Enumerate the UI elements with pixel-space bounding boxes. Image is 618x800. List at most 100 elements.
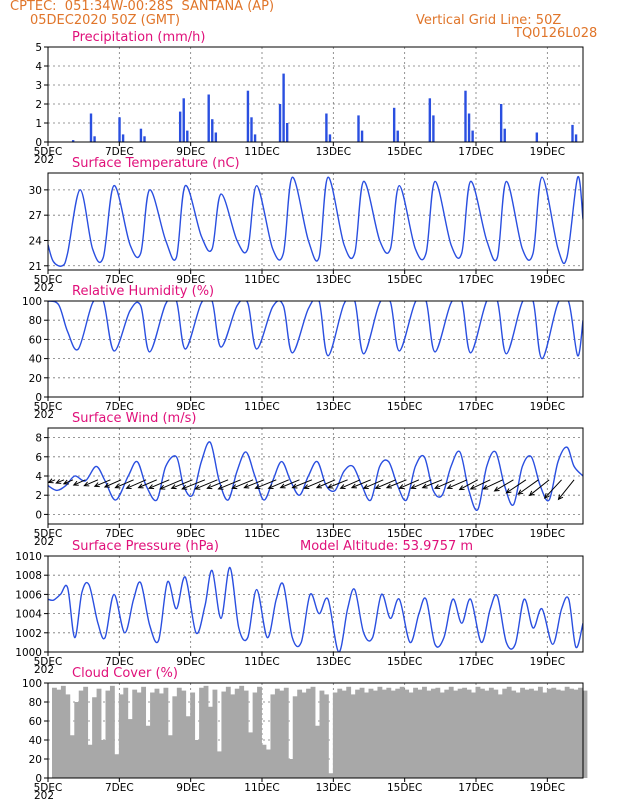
cloud-bar bbox=[109, 685, 115, 778]
cloud-bar bbox=[83, 686, 89, 778]
cloud-bar bbox=[417, 689, 423, 778]
cloud-bar bbox=[497, 694, 503, 778]
precip-ytick-label: 3 bbox=[35, 80, 42, 92]
wind-vector-shaft bbox=[218, 479, 241, 490]
precip-xtick-label: 11DEC bbox=[244, 146, 279, 158]
pressure-panel: 1000 1002 1004 1006 1008 1010 5DEC 7DEC 9DEC 11DE… bbox=[15, 539, 584, 676]
wind-vector-shaft bbox=[544, 479, 562, 499]
precip-bar bbox=[186, 130, 189, 142]
cloud-bar bbox=[444, 689, 450, 778]
wind-vector-head bbox=[458, 485, 465, 491]
cloud-bar bbox=[203, 685, 209, 778]
header-grid-line: Vertical Grid Line: 50Z bbox=[416, 13, 562, 28]
cloud-ytick-label: 20 bbox=[29, 754, 42, 766]
wind-vector-head bbox=[72, 480, 79, 486]
wind-vector-shaft bbox=[207, 479, 229, 489]
rh-xtick-label: 17DEC bbox=[458, 401, 493, 413]
wind-vector-head bbox=[148, 484, 155, 490]
cloud-xtick-label: 19DEC bbox=[530, 782, 565, 794]
cloud-bar bbox=[105, 690, 111, 778]
wind-vector-head bbox=[421, 483, 428, 489]
cloud-bar bbox=[315, 725, 320, 778]
cloud-bar bbox=[341, 690, 347, 778]
wind-vector-shaft bbox=[327, 479, 348, 489]
precip-bar bbox=[93, 136, 96, 142]
temp-panel: 21 24 27 30 5DEC 7DEC 9DEC 11DEC 13DEC 15DEC 17DEC… bbox=[29, 156, 584, 294]
wind-ytick-label: 2 bbox=[35, 490, 42, 502]
precip-bar bbox=[71, 140, 75, 142]
cloud-bar bbox=[225, 686, 231, 778]
cloud-bar bbox=[422, 686, 427, 778]
cloud-bar bbox=[471, 692, 476, 778]
cloud-bar bbox=[430, 688, 436, 778]
cloud-bar bbox=[136, 692, 142, 778]
cloud-frame bbox=[47, 682, 584, 779]
wind-vector-shaft bbox=[148, 479, 170, 489]
precip-bar bbox=[535, 132, 539, 142]
cloud-xtick-label: 13DEC bbox=[316, 782, 351, 794]
cloud-bar bbox=[368, 688, 374, 778]
wind-vector-head bbox=[374, 484, 381, 490]
wind-vector-shaft bbox=[56, 479, 65, 484]
wind-vector-head bbox=[362, 484, 369, 489]
cloud-bar bbox=[377, 686, 383, 778]
cloud-bar bbox=[537, 686, 543, 778]
precip-panel: 0 1 2 3 4 5 5DEC 7DEC 9DEC 11DEC 13DEC 15DEC 17DEC 19… bbox=[34, 30, 584, 166]
cloud-bar bbox=[582, 690, 588, 778]
temp-xtick-label: 9DEC bbox=[176, 274, 205, 286]
wind-vector-shaft bbox=[63, 479, 74, 485]
cloud-bar bbox=[274, 688, 280, 778]
wind-vector-shaft bbox=[470, 479, 491, 490]
wind-vector-head bbox=[181, 484, 188, 490]
wind-vector-shaft bbox=[268, 479, 289, 489]
wind-vector-shaft bbox=[138, 479, 157, 489]
cloud-bar bbox=[381, 689, 387, 778]
wind-vector-head bbox=[482, 484, 489, 490]
precip-bar bbox=[432, 115, 435, 142]
wind-vector-head bbox=[114, 483, 121, 489]
precip-bar bbox=[207, 94, 210, 142]
wind-xtick-label: 15DEC bbox=[387, 528, 422, 540]
precip-bar bbox=[89, 113, 93, 142]
cloud-bar bbox=[386, 687, 392, 778]
cloud-bar bbox=[533, 690, 539, 778]
wind-vector-head bbox=[517, 489, 524, 495]
cloud-bar bbox=[65, 694, 71, 778]
precip-bar bbox=[211, 119, 214, 142]
wind-vector-head bbox=[231, 484, 238, 490]
cloud-xtick-label: 5DEC bbox=[34, 782, 63, 794]
cloud-ytick-label: 100 bbox=[22, 678, 42, 690]
wind-vector-head bbox=[543, 493, 550, 499]
wind-ytick-label: 8 bbox=[35, 433, 42, 445]
precip-bar bbox=[182, 98, 185, 142]
cloud-bar bbox=[154, 688, 160, 778]
cloud-bar bbox=[56, 689, 62, 778]
cloud-bar bbox=[573, 689, 579, 778]
rh-panel: 0 20 40 60 80 100 5DEC 7DEC 9DEC 11DEC 13DEC 15DEC 1… bbox=[22, 284, 584, 421]
wind-vector-head bbox=[243, 483, 250, 489]
cloud-bar bbox=[310, 686, 316, 778]
cloud-bar bbox=[404, 689, 410, 778]
cloud-bar bbox=[332, 692, 338, 778]
wind-vector-shaft bbox=[84, 479, 99, 487]
precip-bar bbox=[464, 90, 467, 142]
rh-xtick-label: 7DEC bbox=[105, 401, 134, 413]
cloud-bar bbox=[323, 694, 329, 778]
cloud-bar bbox=[462, 687, 468, 778]
cloud-bar bbox=[288, 759, 294, 778]
wind-vector-head bbox=[291, 483, 298, 489]
cloud-bar bbox=[216, 751, 222, 778]
precip-bar bbox=[118, 117, 121, 142]
cloud-bar bbox=[199, 687, 204, 778]
wind-vector-head bbox=[385, 483, 392, 489]
wind-panel: 0 2 4 6 8 5DEC 7DEC 9DEC 11DEC 13DEC 15DEC 17DEC 19D… bbox=[34, 411, 584, 548]
cloud-bar bbox=[520, 687, 525, 778]
pressure-ytick-label: 1002 bbox=[15, 628, 42, 640]
precip-bar bbox=[503, 128, 506, 142]
wind-xtick-label: 13DEC bbox=[316, 528, 351, 540]
cloud-bar bbox=[221, 691, 227, 778]
rh-year-label: 202 bbox=[34, 409, 54, 421]
wind-vector-head bbox=[254, 484, 261, 490]
precip-xtick-label: 13DEC bbox=[316, 146, 351, 158]
